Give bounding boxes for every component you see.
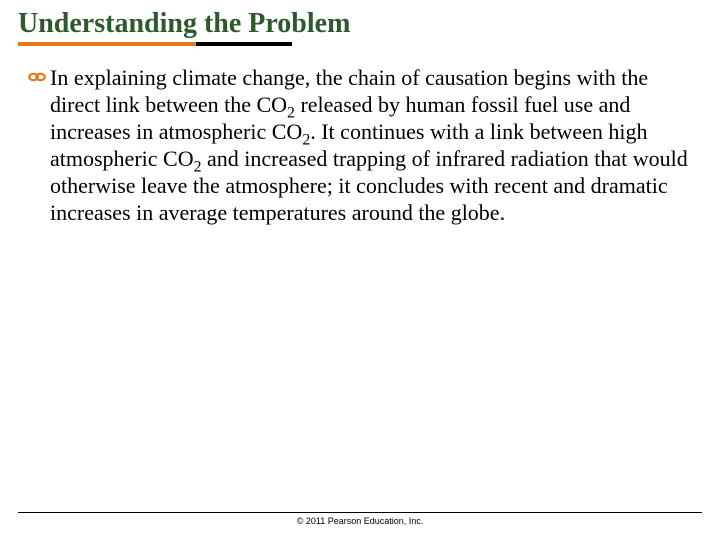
footer: © 2011 Pearson Education, Inc.: [18, 512, 702, 526]
footer-divider: [18, 512, 702, 513]
slide-title: Understanding the Problem: [18, 8, 702, 40]
copyright-text: © 2011 Pearson Education, Inc.: [18, 516, 702, 526]
title-block: Understanding the Problem: [18, 8, 702, 46]
underline-orange: [18, 42, 196, 46]
title-underline: [18, 42, 702, 46]
slide: Understanding the Problem In explaining …: [0, 0, 720, 540]
content-area: In explaining climate change, the chain …: [18, 64, 702, 226]
underline-black: [196, 42, 292, 46]
body-paragraph: In explaining climate change, the chain …: [50, 64, 694, 226]
chain-link-icon: [28, 71, 50, 83]
bullet-item: In explaining climate change, the chain …: [28, 64, 694, 226]
